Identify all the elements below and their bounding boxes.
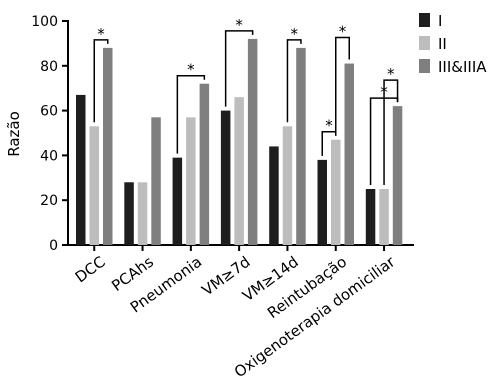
bar bbox=[365, 189, 376, 245]
bar bbox=[379, 189, 389, 245]
legend-swatch bbox=[419, 36, 430, 50]
bar bbox=[76, 94, 86, 245]
significance-label: * bbox=[339, 23, 347, 41]
bar bbox=[269, 146, 279, 245]
bar bbox=[296, 47, 306, 245]
y-axis-label: Razão bbox=[5, 111, 23, 157]
bar bbox=[137, 182, 148, 245]
legend-label: III&IIIA bbox=[438, 58, 487, 76]
bar bbox=[331, 139, 341, 245]
significance-bracket bbox=[93, 39, 109, 123]
bar bbox=[124, 182, 134, 245]
y-tick-label: 60 bbox=[40, 104, 58, 120]
bar bbox=[186, 117, 196, 245]
legend-label: I bbox=[438, 12, 442, 30]
bar bbox=[344, 63, 354, 246]
significance-label: * bbox=[97, 25, 105, 43]
significance-label: * bbox=[187, 61, 195, 79]
significance-bracket bbox=[224, 30, 254, 107]
legend-label: II bbox=[438, 35, 447, 53]
significance-bracket bbox=[335, 36, 350, 136]
significance-bracket bbox=[176, 74, 206, 154]
bar bbox=[317, 159, 327, 245]
significance-label: * bbox=[235, 16, 243, 34]
significance-label: * bbox=[325, 117, 333, 135]
y-tick-label: 100 bbox=[31, 14, 58, 30]
x-axis-labels: DCC PCAhsPneumoniaVM≥7dVM≥14dReintubaçãoO… bbox=[72, 252, 399, 381]
bar bbox=[89, 126, 99, 245]
bar bbox=[247, 38, 258, 245]
y-tick-label: 80 bbox=[40, 59, 58, 75]
significance-label: * bbox=[387, 65, 395, 83]
bar bbox=[220, 110, 231, 245]
significance-brackets: *** ***** bbox=[93, 16, 399, 185]
bar bbox=[234, 97, 244, 245]
bar bbox=[172, 157, 183, 245]
bar bbox=[392, 106, 403, 246]
y-tick-label: 0 bbox=[49, 238, 58, 254]
bars bbox=[76, 38, 403, 246]
x-tick-label: DCC bbox=[72, 253, 109, 287]
y-tick-label: 20 bbox=[40, 193, 58, 209]
bar bbox=[199, 83, 210, 245]
legend-swatch bbox=[419, 59, 430, 73]
bar bbox=[282, 126, 293, 245]
significance-bracket bbox=[286, 39, 302, 123]
legend-swatch bbox=[419, 13, 430, 27]
significance-label: * bbox=[290, 25, 298, 43]
y-tick-label: 40 bbox=[40, 148, 58, 164]
significance-bracket bbox=[383, 79, 399, 185]
bar bbox=[151, 117, 161, 245]
bar bbox=[103, 47, 113, 245]
